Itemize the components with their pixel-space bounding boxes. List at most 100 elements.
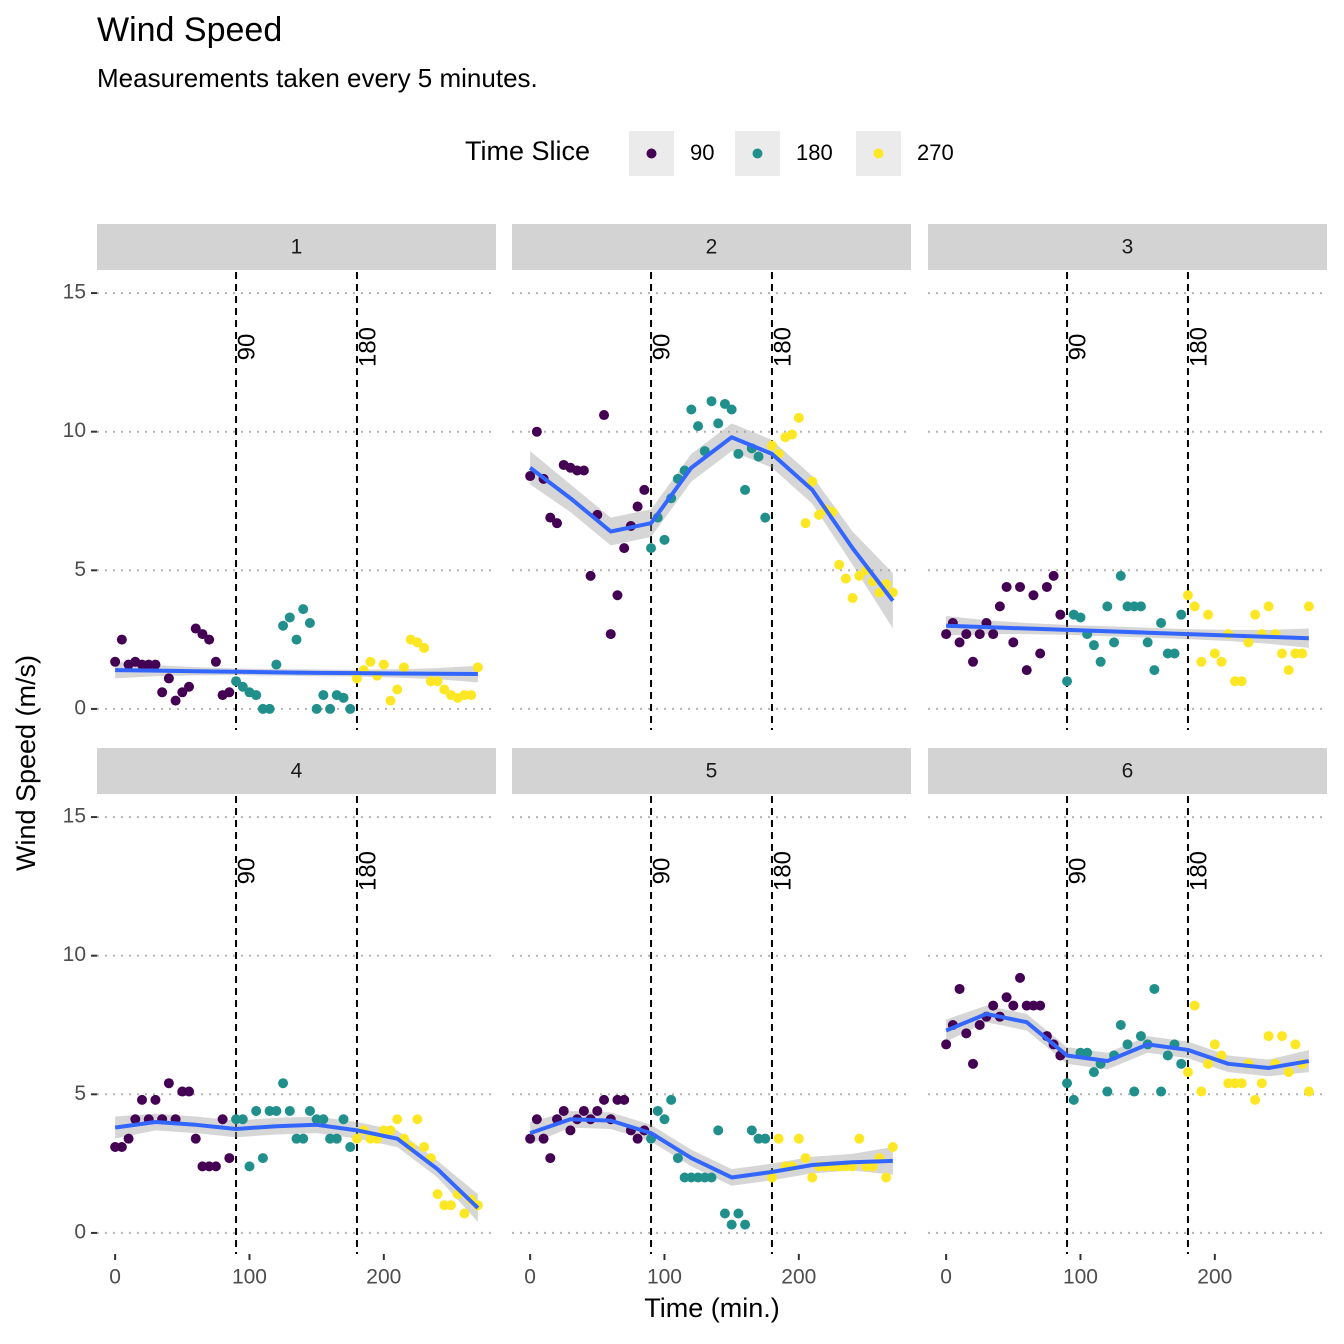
point bbox=[538, 1133, 549, 1144]
point bbox=[1162, 1050, 1173, 1061]
y-tick-label: 0 bbox=[74, 696, 86, 719]
point bbox=[1303, 601, 1314, 612]
point bbox=[304, 617, 315, 628]
point bbox=[713, 1125, 724, 1136]
smooth-line bbox=[529, 1117, 893, 1180]
point bbox=[1303, 1086, 1314, 1097]
legend-title: Time Slice bbox=[465, 136, 590, 166]
point bbox=[392, 1114, 403, 1125]
point bbox=[385, 695, 396, 706]
point bbox=[419, 642, 430, 653]
point bbox=[954, 983, 965, 994]
point bbox=[813, 509, 824, 520]
point bbox=[740, 1219, 751, 1230]
point bbox=[1068, 1094, 1079, 1105]
point bbox=[419, 1141, 430, 1152]
point bbox=[432, 676, 443, 687]
strip-label: 1 bbox=[291, 236, 303, 259]
point bbox=[110, 656, 121, 667]
point bbox=[137, 1094, 148, 1105]
point bbox=[123, 1133, 134, 1144]
point bbox=[666, 1094, 677, 1105]
point bbox=[278, 620, 289, 631]
point bbox=[968, 656, 979, 667]
strip-label: 5 bbox=[706, 760, 718, 783]
point bbox=[190, 623, 201, 634]
point bbox=[1263, 601, 1274, 612]
reference-label: 180 bbox=[1185, 851, 1212, 891]
point bbox=[1129, 1086, 1140, 1097]
point bbox=[318, 1114, 329, 1125]
strip-label: 6 bbox=[1122, 760, 1134, 783]
point bbox=[1243, 637, 1254, 648]
point bbox=[599, 410, 610, 421]
point bbox=[1169, 648, 1180, 659]
point bbox=[713, 418, 724, 429]
x-tick-label: 100 bbox=[232, 1266, 267, 1289]
strip-label: 4 bbox=[291, 760, 303, 783]
point bbox=[210, 1161, 221, 1172]
point bbox=[1135, 601, 1146, 612]
x-tick-label: 0 bbox=[940, 1266, 952, 1289]
point bbox=[466, 690, 477, 701]
point bbox=[974, 629, 985, 640]
point bbox=[746, 1125, 757, 1136]
point bbox=[1021, 665, 1032, 676]
point bbox=[150, 659, 161, 670]
point bbox=[1236, 676, 1247, 687]
point bbox=[632, 501, 643, 512]
point bbox=[1250, 609, 1261, 620]
point bbox=[840, 573, 851, 584]
point bbox=[941, 629, 952, 640]
point bbox=[733, 1208, 744, 1219]
x-tick-label: 200 bbox=[781, 1266, 816, 1289]
point bbox=[545, 1153, 556, 1164]
x-axis-label: Time (min.) bbox=[644, 1293, 780, 1323]
point bbox=[659, 1114, 670, 1125]
point bbox=[766, 1172, 777, 1183]
point bbox=[1088, 1067, 1099, 1078]
point bbox=[807, 1172, 818, 1183]
point bbox=[472, 662, 483, 673]
y-tick-label: 5 bbox=[74, 558, 86, 581]
confidence-band bbox=[530, 423, 893, 629]
point bbox=[672, 1153, 683, 1164]
point bbox=[1149, 665, 1160, 676]
point bbox=[351, 673, 362, 684]
point bbox=[1209, 1039, 1220, 1050]
point bbox=[116, 1141, 127, 1152]
point bbox=[1115, 1020, 1126, 1030]
point bbox=[398, 662, 409, 673]
strip bbox=[512, 224, 911, 270]
point bbox=[954, 637, 965, 648]
point bbox=[1122, 1039, 1133, 1050]
point bbox=[1156, 1086, 1167, 1097]
point bbox=[251, 690, 262, 701]
point bbox=[1189, 601, 1200, 612]
point bbox=[331, 1133, 342, 1144]
point bbox=[1203, 609, 1214, 620]
point bbox=[284, 612, 295, 623]
point bbox=[1156, 617, 1167, 628]
point bbox=[116, 634, 127, 645]
point bbox=[291, 634, 302, 645]
y-tick-label: 15 bbox=[63, 281, 86, 304]
point bbox=[257, 1153, 268, 1164]
strip bbox=[97, 748, 496, 794]
point bbox=[753, 451, 764, 462]
point bbox=[719, 398, 730, 409]
point bbox=[338, 1114, 349, 1125]
point bbox=[578, 465, 589, 476]
x-tick-label: 0 bbox=[109, 1266, 121, 1289]
point bbox=[237, 1114, 248, 1125]
legend-symbol bbox=[752, 148, 763, 159]
point bbox=[1182, 1067, 1193, 1078]
point bbox=[271, 659, 282, 670]
point bbox=[1290, 1039, 1301, 1050]
point bbox=[311, 703, 322, 714]
point bbox=[1028, 590, 1039, 601]
point bbox=[432, 1189, 443, 1200]
point bbox=[1095, 656, 1106, 667]
point bbox=[1015, 972, 1026, 983]
point bbox=[740, 484, 751, 495]
